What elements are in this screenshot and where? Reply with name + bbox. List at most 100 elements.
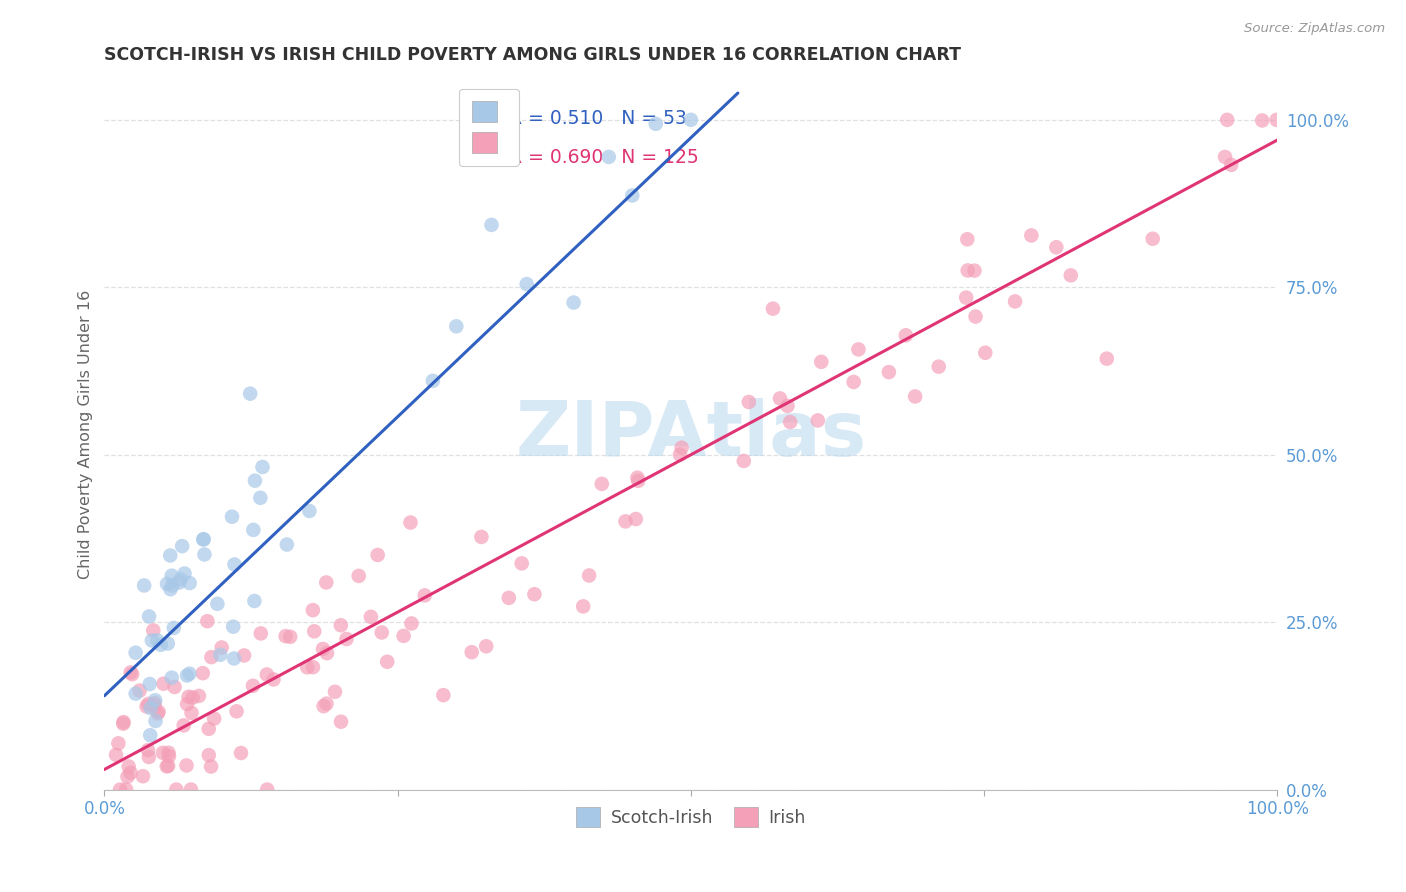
Point [1060,268,1083,283]
Point [143,698,166,713]
Point [193,533,215,547]
Point [278,630,301,644]
Point [312,642,335,657]
Point [627,474,650,488]
Point [124,687,146,701]
Point [776,399,799,413]
Point [523,587,546,601]
Point [965,310,987,324]
Point [165,782,187,797]
Y-axis label: Child Poverty Among Girls Under 16: Child Poverty Among Girls Under 16 [79,290,93,579]
Point [197,748,219,763]
Point [498,591,520,605]
Point [197,722,219,736]
Point [315,575,337,590]
Point [1021,228,1043,243]
Point [1045,240,1067,254]
Point [779,415,801,429]
Point [1213,150,1236,164]
Point [209,648,232,662]
Point [193,548,215,562]
Point [135,699,157,714]
Point [360,609,382,624]
Point [128,683,150,698]
Point [312,699,335,714]
Point [252,460,274,475]
Point [142,624,165,638]
Point [222,651,245,665]
Point [134,578,156,592]
Point [136,743,159,757]
Point [139,701,162,715]
Point [807,413,830,427]
Point [229,746,252,760]
Point [176,697,198,711]
Point [598,150,620,164]
Point [624,512,647,526]
Point [335,632,357,646]
Point [105,747,128,762]
Point [173,566,195,581]
Point [120,765,142,780]
Legend: Scotch-Irish, Irish: Scotch-Irish, Irish [569,800,813,834]
Point [399,516,422,530]
Point [591,476,613,491]
Point [173,718,195,732]
Point [121,667,143,681]
Point [157,746,180,760]
Point [181,690,204,705]
Point [176,668,198,682]
Point [167,575,190,590]
Point [146,633,169,648]
Point [107,736,129,750]
Point [156,759,179,773]
Point [163,680,186,694]
Point [562,295,585,310]
Point [138,750,160,764]
Point [316,646,339,660]
Point [222,620,245,634]
Point [263,673,285,687]
Point [274,629,297,643]
Point [195,614,218,628]
Point [614,514,637,528]
Point [302,624,325,639]
Point [762,301,785,316]
Point [578,568,600,582]
Point [669,448,692,462]
Point [239,386,262,401]
Point [242,679,264,693]
Point [120,665,142,680]
Point [138,609,160,624]
Point [160,568,183,582]
Point [141,633,163,648]
Point [138,677,160,691]
Point [132,769,155,783]
Point [112,716,135,731]
Point [179,576,201,591]
Point [1251,113,1274,128]
Point [160,671,183,685]
Point [330,714,353,729]
Point [302,660,325,674]
Point [117,770,139,784]
Point [256,782,278,797]
Point [249,626,271,640]
Point [298,504,321,518]
Point [1095,351,1118,366]
Point [769,392,792,406]
Point [202,712,225,726]
Point [200,650,222,665]
Point [145,714,167,728]
Point [193,532,215,546]
Point [671,441,693,455]
Point [157,758,180,772]
Point [177,690,200,704]
Point [481,218,503,232]
Point [170,572,193,586]
Point [842,375,865,389]
Point [516,277,538,291]
Point [225,704,247,718]
Point [256,667,278,681]
Point [877,365,900,379]
